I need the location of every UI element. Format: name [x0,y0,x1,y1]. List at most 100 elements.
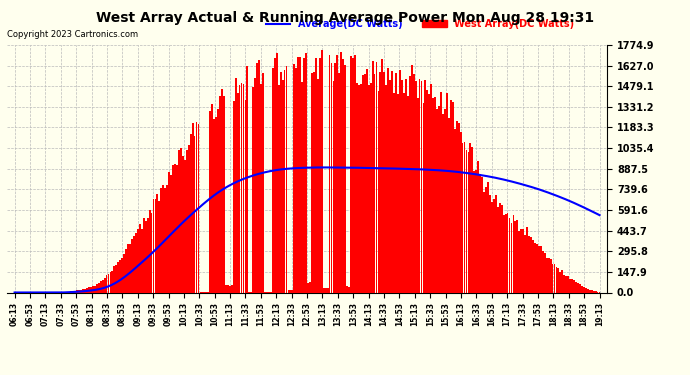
Bar [565,276,567,292]
Bar [190,134,192,292]
Bar [141,228,143,292]
Bar [497,207,499,292]
Bar [558,268,560,292]
Text: Copyright 2023 Cartronics.com: Copyright 2023 Cartronics.com [7,30,138,39]
Bar [499,203,501,292]
Bar [548,258,549,292]
Bar [428,94,431,292]
Bar [176,165,178,292]
Bar [536,244,538,292]
Bar [229,285,230,292]
Bar [448,118,450,292]
Bar [422,103,424,292]
Bar [513,215,514,292]
Bar [148,210,150,292]
Bar [221,89,223,292]
Bar [295,68,297,292]
Bar [299,57,301,292]
Bar [462,142,464,292]
Bar [413,74,415,292]
Bar [542,251,544,292]
Bar [88,287,90,292]
Bar [522,228,524,292]
Bar [577,284,579,292]
Bar [593,291,595,292]
Bar [219,96,221,292]
Bar [195,122,197,292]
Bar [405,79,407,292]
Bar [293,64,295,292]
Bar [241,83,242,292]
Bar [354,55,356,292]
Bar [231,285,233,292]
Bar [92,286,94,292]
Bar [338,73,340,292]
Bar [419,79,420,292]
Bar [569,279,571,292]
Bar [487,182,489,292]
Bar [108,274,110,292]
Bar [395,73,397,292]
Bar [553,264,555,292]
Bar [477,161,479,292]
Bar [82,290,84,292]
Bar [127,244,129,292]
Bar [164,189,166,292]
Bar [172,165,174,292]
Bar [162,185,164,292]
Bar [540,246,542,292]
Bar [550,260,551,292]
Bar [253,87,254,292]
Bar [471,147,473,292]
Bar [323,288,324,292]
Bar [434,98,436,292]
Bar [485,187,487,292]
Bar [307,283,309,292]
Bar [473,171,475,292]
Bar [532,240,534,292]
Bar [424,80,426,292]
Bar [333,81,335,292]
Bar [344,65,346,292]
Bar [399,70,401,292]
Bar [551,264,553,292]
Bar [291,290,293,292]
Bar [579,284,581,292]
Bar [159,201,160,292]
Bar [188,145,190,292]
Bar [401,80,403,292]
Bar [75,291,76,292]
Bar [168,172,170,292]
Bar [495,195,497,292]
Bar [110,272,111,292]
Bar [538,246,540,292]
Bar [328,55,331,292]
Bar [444,109,446,292]
Bar [255,78,256,292]
Bar [194,136,195,292]
Bar [197,123,199,292]
Bar [415,81,417,292]
Bar [575,282,577,292]
Bar [313,72,315,292]
Bar [256,63,258,292]
Bar [586,289,589,292]
Bar [94,285,96,292]
Bar [503,215,504,292]
Bar [346,286,348,292]
Bar [115,264,117,292]
Bar [387,68,389,292]
Bar [182,156,184,292]
Bar [442,114,444,292]
Bar [446,93,448,292]
Bar [157,194,158,292]
Bar [375,62,377,292]
Bar [98,283,99,292]
Bar [133,236,135,292]
Bar [506,213,509,292]
Bar [560,272,561,292]
Bar [454,129,455,292]
Bar [528,236,530,292]
Bar [433,98,434,292]
Bar [325,288,326,292]
